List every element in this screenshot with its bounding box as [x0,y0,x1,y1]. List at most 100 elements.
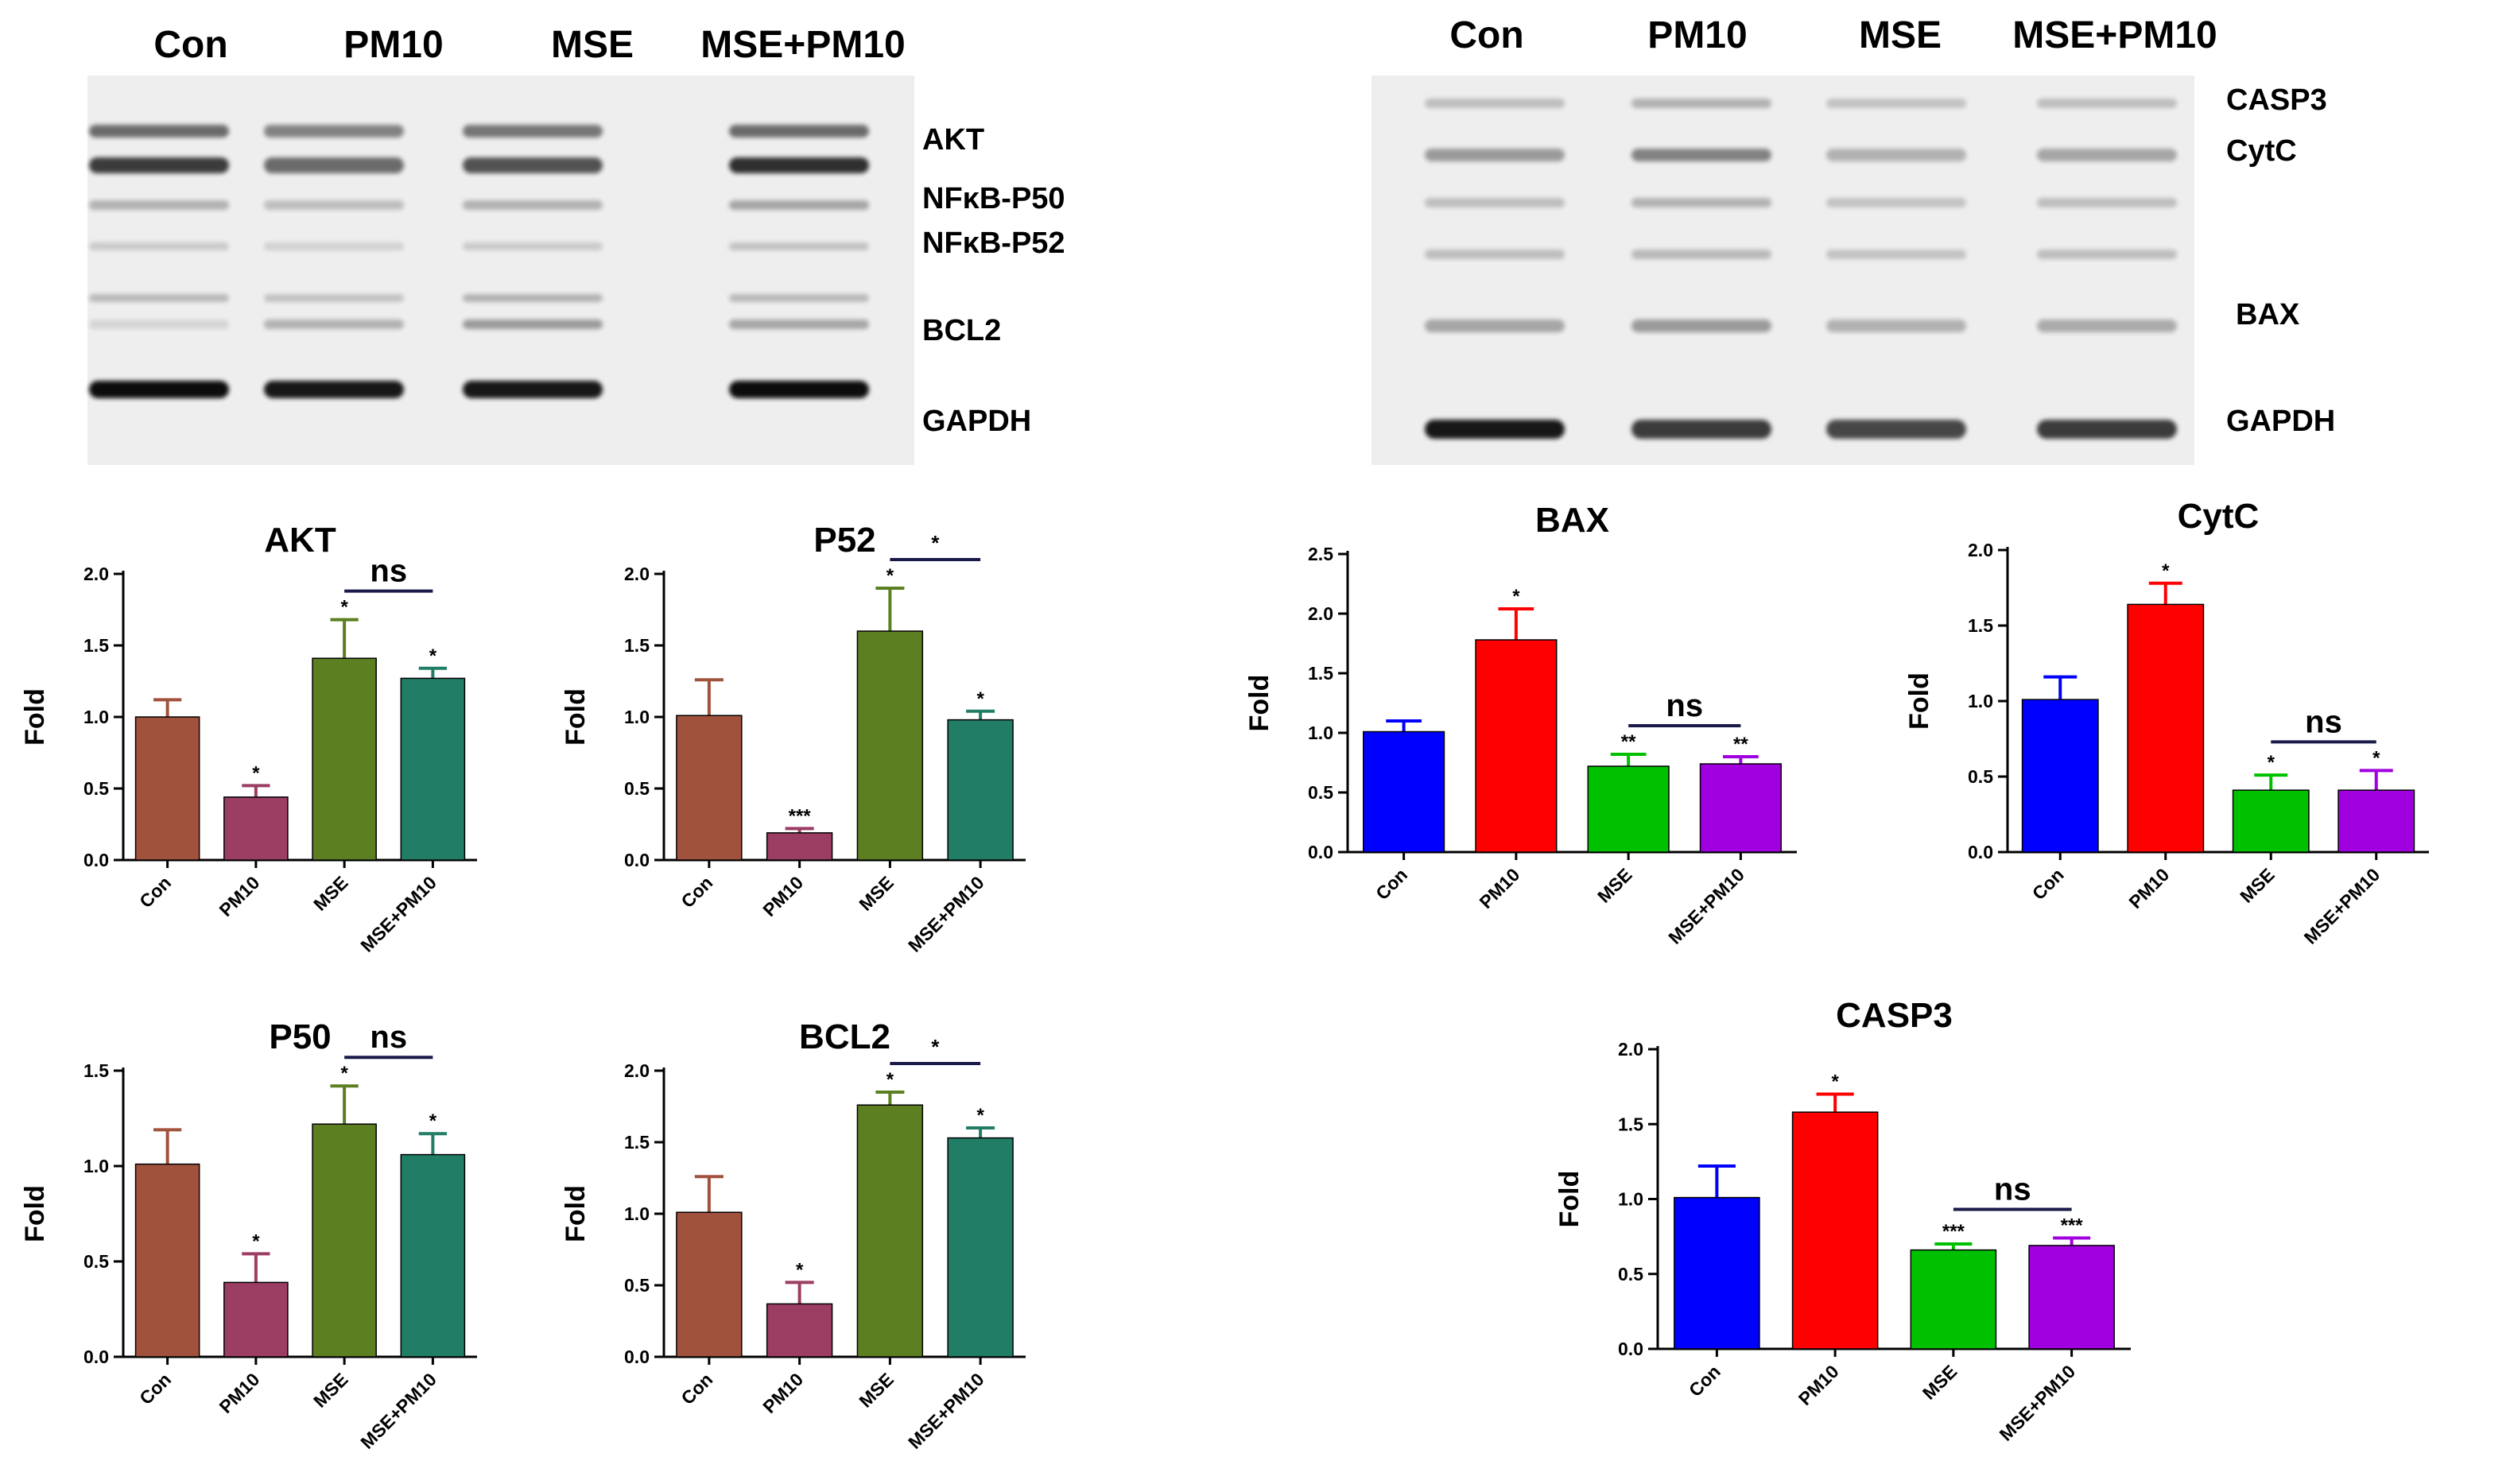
gel-band [2037,420,2177,439]
bar [400,677,466,861]
significance-marker: * [2268,752,2275,773]
bar [766,1303,833,1358]
gel-band [89,157,229,173]
gel-2-bands [1425,99,2177,439]
gel-band [1425,149,1565,161]
gel-1-band-label: GAPDH [922,405,1031,438]
gel-2-background [1371,76,2194,465]
significance-marker: ** [1733,734,1748,755]
gel-band [2037,320,2177,332]
gel-2-lane-label: Con [1449,14,1523,56]
gel-band [463,125,603,138]
y-tick-label: 1.0 [1308,723,1333,743]
gel-band [1826,99,1966,108]
gel-band [1631,99,1771,108]
bar [1910,1249,1997,1350]
y-tick-label: 2.5 [1308,544,1333,564]
y-tick-label: 0.0 [83,850,109,870]
x-tick-label: Con [677,872,716,912]
bar [856,1104,924,1358]
bar [1363,730,1445,853]
bar [134,716,200,861]
gel-band [1631,420,1771,439]
bar-chart-bcl2: BCL2 Fold 0.0 0.5 1.0 1.5 2.0 Con PM10 * MSE * MSE+P… [561,1017,1026,1453]
bar [223,1281,289,1358]
gel-1-background [87,76,914,465]
gel-band [2037,99,2177,108]
y-tick-label: 1.5 [624,635,650,656]
gel-1-lane-label: PM10 [343,24,443,66]
chart-title: CASP3 [1836,996,1953,1035]
gel-band [1425,320,1565,332]
bar-chart-p52: P52 Fold 0.0 0.5 1.0 1.5 2.0 Con PM10 *** MSE * MSE+… [561,521,1026,956]
y-tick-label: 0.0 [1308,842,1333,862]
gel-1-lane-label: MSE [551,24,634,66]
x-tick-label: PM10 [758,872,807,920]
significance-marker: *** [1942,1221,1965,1242]
gel-2-band-label: CytC [2226,134,2297,168]
x-tick-label: MSE+PM10 [356,1369,440,1453]
y-tick-label: 1.0 [83,1156,109,1176]
significance-marker: * [252,1230,260,1252]
gel-band [264,200,404,210]
gel-band [264,242,404,250]
significance-marker: * [1512,586,1520,607]
gel-band [729,320,869,329]
y-tick-label: 0.5 [624,778,650,799]
comparison-label: ns [370,554,407,589]
y-tick-label: 0.5 [1308,782,1333,803]
bar [1674,1196,1760,1350]
gel-2-band-label: GAPDH [2226,405,2335,438]
bar [766,832,833,861]
x-tick-label: PM10 [2124,864,2173,912]
gel-band [264,294,404,302]
bar-chart-p50: P50 Fold 0.0 0.5 1.0 1.5 Con PM10 * MSE * MSE+PM10 *… [20,1017,477,1453]
gel-band [264,381,404,398]
gel-band [264,125,404,138]
y-axis-label: Fold [1554,1171,1585,1228]
y-tick-label: 0.0 [83,1346,109,1367]
gel-band [264,157,404,173]
bar [947,1137,1014,1358]
gel-band [264,320,404,329]
bar-chart-casp3: CASP3 Fold 0.0 0.5 1.0 1.5 2.0 Con PM10 * MSE *** MS… [1554,996,2131,1445]
bar [676,715,743,861]
bar [312,1123,377,1358]
gel-1-lane-label: Con [153,24,227,66]
x-tick-label: MSE+PM10 [2300,864,2384,948]
y-tick-label: 0.5 [624,1275,650,1296]
gel-band [729,381,869,398]
x-tick-label: MSE [309,872,352,915]
gel-band [2037,250,2177,259]
gel-band [89,242,229,250]
y-tick-label: 0.5 [83,778,109,799]
y-tick-label: 2.0 [1968,540,1993,560]
gel-band [1631,250,1771,259]
x-tick-label: MSE [855,1369,898,1412]
bar [400,1153,466,1358]
y-axis-label: Fold [20,688,50,746]
chart-title: CytC [2178,497,2260,536]
gel-panel-2: Con PM10 MSE MSE+PM10 CASP3 CytC BAX GAP… [1371,14,2335,465]
y-axis-label: Fold [561,688,591,746]
x-tick-label: MSE+PM10 [1664,864,1748,948]
x-tick-label: MSE+PM10 [356,872,440,956]
x-tick-label: PM10 [1476,864,1524,912]
gel-band [729,157,869,173]
y-axis-label: Fold [1244,675,1274,732]
x-tick-label: MSE [2236,864,2279,907]
comparison-label: * [931,531,940,555]
gel-band [1826,420,1966,439]
gel-band [463,242,603,250]
y-tick-label: 0.5 [1968,766,1993,787]
gel-2-lane-label: MSE [1859,14,1942,56]
x-tick-label: MSE+PM10 [1996,1361,2080,1445]
gel-1-band-label: AKT [922,123,984,157]
gel-band [463,294,603,302]
x-tick-label: Con [135,872,175,912]
y-tick-label: 0.5 [1618,1264,1643,1284]
x-tick-label: MSE+PM10 [904,872,988,956]
x-tick-label: MSE [309,1369,352,1412]
y-tick-label: 2.0 [1618,1039,1643,1060]
significance-marker: * [886,565,894,587]
